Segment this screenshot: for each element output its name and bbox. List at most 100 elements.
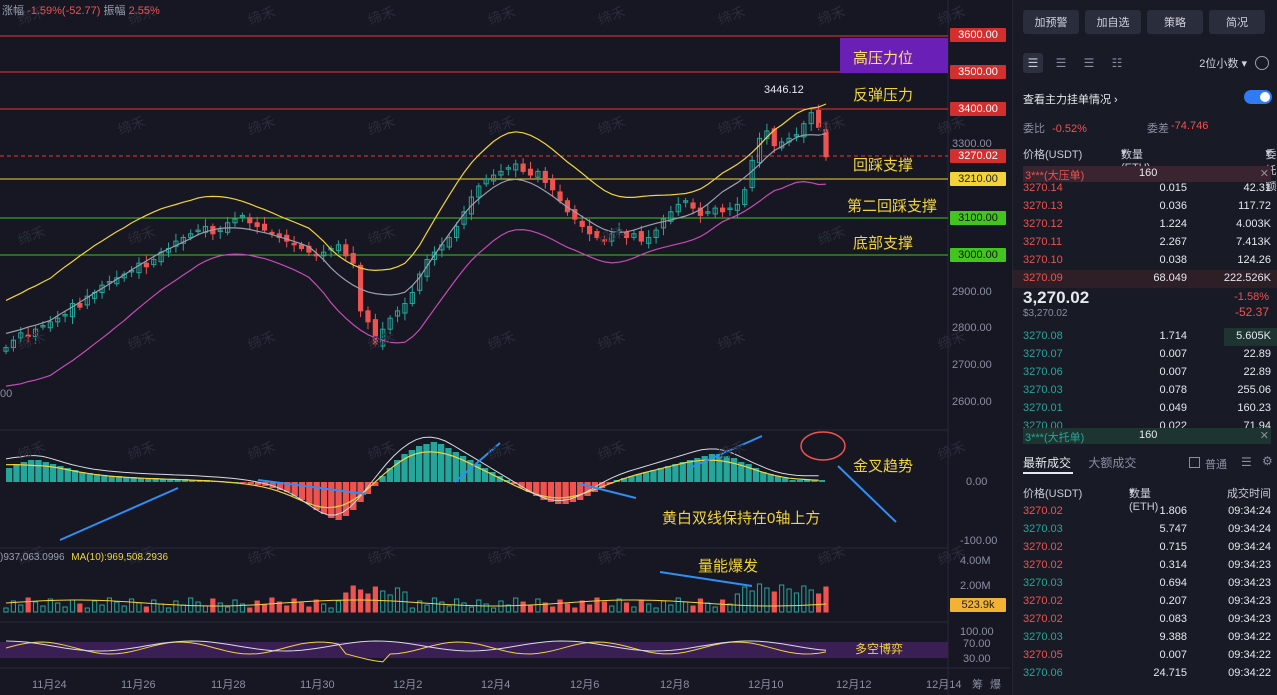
volume-bar	[771, 591, 777, 613]
ask-row[interactable]: 3270.13 0.036 117.72	[1013, 198, 1277, 216]
candlestick-chart[interactable]: 缔禾 缔禾 缔禾 缔禾 缔禾 缔禾 缔禾 缔禾 缔禾 缔禾 缔禾 缔禾 缔禾 缔禾 缔禾 缔禾 缔禾 缔禾 缔禾 缔禾…	[0, 0, 1010, 695]
trade-row[interactable]: 3270.02 0.083 09:34:23	[1013, 611, 1277, 629]
macd-bar	[437, 444, 445, 482]
macd-bar	[71, 470, 79, 482]
bid-price: 3270.01	[1023, 402, 1063, 414]
candle-body	[557, 191, 563, 202]
macd-bar	[20, 462, 27, 482]
price-tag-3500: 3500.00	[950, 65, 1006, 79]
macd-bar	[64, 468, 71, 482]
col-amount[interactable]: 委托额 ▾	[1265, 147, 1277, 193]
candle-body	[409, 292, 415, 305]
trade-price: 3270.06	[1023, 667, 1063, 679]
ask-row[interactable]: 3270.12 1.224 4.003K	[1013, 216, 1277, 234]
volume-bar	[756, 583, 763, 613]
trade-row[interactable]: 3270.02 0.314 09:34:23	[1013, 557, 1277, 575]
bid-row[interactable]: 3270.03 0.078 255.06	[1013, 382, 1277, 400]
candle-body	[550, 179, 556, 191]
volume-bar	[99, 604, 105, 613]
watermark-text: 缔禾	[486, 438, 518, 464]
volume-bar	[653, 607, 659, 613]
volume-bar	[505, 604, 511, 613]
close-icon[interactable]: ✕	[1259, 430, 1269, 442]
candle-body	[47, 321, 53, 329]
col-qty[interactable]: 数量 (ETH) ▾	[1121, 146, 1150, 174]
candle-body	[587, 225, 593, 235]
normal-checkbox[interactable]	[1189, 457, 1200, 468]
candle-body	[239, 214, 245, 218]
depth-view-icon[interactable]: ☷	[1111, 56, 1123, 70]
volume-bar	[62, 606, 68, 613]
trade-row[interactable]: 3270.03 0.694 09:34:23	[1013, 575, 1277, 593]
trade-row[interactable]: 3270.03 9.388 09:34:22	[1013, 629, 1277, 647]
macd-bar	[547, 482, 555, 502]
volume-bar	[365, 593, 371, 613]
trade-row[interactable]: 3270.05 0.007 09:34:22	[1013, 647, 1277, 665]
trade-qty: 0.007	[1159, 649, 1187, 661]
watermark-text: 缔禾	[596, 3, 628, 29]
main-force-toggle[interactable]	[1244, 90, 1272, 104]
bid-row[interactable]: 3270.08 1.714 5.605K	[1013, 328, 1277, 346]
both-sides-view-icon[interactable]: ☰	[1023, 53, 1043, 73]
trade-row[interactable]: 3270.02 0.715 09:34:24	[1013, 539, 1277, 557]
volume-bar	[165, 607, 172, 613]
trade-row[interactable]: 3270.06 24.715 09:34:22	[1013, 665, 1277, 683]
ask-row[interactable]: 3270.09 68.049 222.526K	[1013, 270, 1277, 288]
candle-body	[793, 134, 800, 137]
macd-bar	[628, 476, 635, 482]
trend-arrow	[257, 479, 367, 495]
trade-price: 3270.05	[1023, 649, 1063, 661]
ask-row[interactable]: 3270.11 2.267 7.413K	[1013, 234, 1277, 252]
volume-bar	[247, 607, 253, 613]
tab-big-trades[interactable]: 大额成交	[1088, 456, 1137, 470]
add-alert-button[interactable]: 加预警	[1023, 10, 1079, 34]
volume-bar	[638, 599, 644, 613]
macd-bar	[174, 479, 181, 482]
bid-row[interactable]: 3270.06 0.007 22.89	[1013, 364, 1277, 382]
add-watchlist-button[interactable]: 加自选	[1085, 10, 1141, 34]
ask-price: 3270.11	[1023, 236, 1062, 248]
big-bid-row[interactable]: 3***(大托单) 160 ✕	[1023, 428, 1271, 444]
volume-bar	[705, 602, 711, 613]
trade-row[interactable]: 3270.02 1.806 09:34:24	[1013, 503, 1277, 521]
big-ask-row[interactable]: 3***(大压单) 160 ✕	[1023, 166, 1271, 182]
trade-time: 09:34:22	[1228, 631, 1271, 643]
settings-icon[interactable]	[1255, 56, 1269, 70]
volume-bar	[742, 586, 748, 613]
ask-row[interactable]: 3270.14 0.015 42.31	[1013, 180, 1277, 198]
volume-bar	[823, 586, 829, 613]
main-force-link[interactable]: 查看主力挂单情况 ›	[1023, 94, 1118, 106]
macd-bar	[723, 456, 730, 482]
ask-qty: 2.267	[1159, 236, 1187, 248]
bid-row[interactable]: 3270.01 0.049 160.23	[1013, 400, 1277, 418]
trade-row[interactable]: 3270.03 5.747 09:34:24	[1013, 521, 1277, 539]
asks-view-icon[interactable]: ☰	[1083, 56, 1095, 70]
strategy-button[interactable]: 策略	[1147, 10, 1203, 34]
ask-row[interactable]: 3270.10 0.038 124.26	[1013, 252, 1277, 270]
volume-bar	[239, 603, 245, 613]
axis-left-zero: 00	[0, 388, 13, 400]
candle-body	[247, 217, 253, 224]
macd-bar	[291, 482, 298, 496]
date-tick: 11月30	[300, 679, 335, 691]
bid-row[interactable]: 3270.07 0.007 22.89	[1013, 346, 1277, 364]
bids-view-icon[interactable]: ☰	[1055, 56, 1067, 70]
candle-body	[742, 189, 748, 205]
decimals-select[interactable]: 2位小数 ▾	[1199, 58, 1247, 70]
trade-col-qty[interactable]: 数量(ETH) ▾	[1129, 486, 1159, 513]
orderbook-toolbar: ☰ ☰ ☰ ☷ 2位小数 ▾	[1023, 52, 1269, 74]
filter-icon[interactable]: ☰	[1241, 455, 1252, 469]
candle-body	[705, 211, 711, 214]
macd-bar	[467, 460, 474, 482]
volume-bar	[276, 601, 282, 613]
axis-rsi-100: 100.00	[960, 626, 994, 638]
overview-button[interactable]: 简况	[1209, 10, 1265, 34]
macd-bar	[555, 482, 562, 504]
volume-bar	[808, 589, 814, 613]
trade-row[interactable]: 3270.02 0.207 09:34:23	[1013, 593, 1277, 611]
tab-latest-trades[interactable]: 最新成交	[1023, 456, 1072, 470]
close-icon[interactable]: ✕	[1259, 168, 1269, 180]
settings-icon[interactable]: ⚙	[1262, 454, 1273, 468]
bid-amount: 22.89	[1243, 366, 1271, 378]
